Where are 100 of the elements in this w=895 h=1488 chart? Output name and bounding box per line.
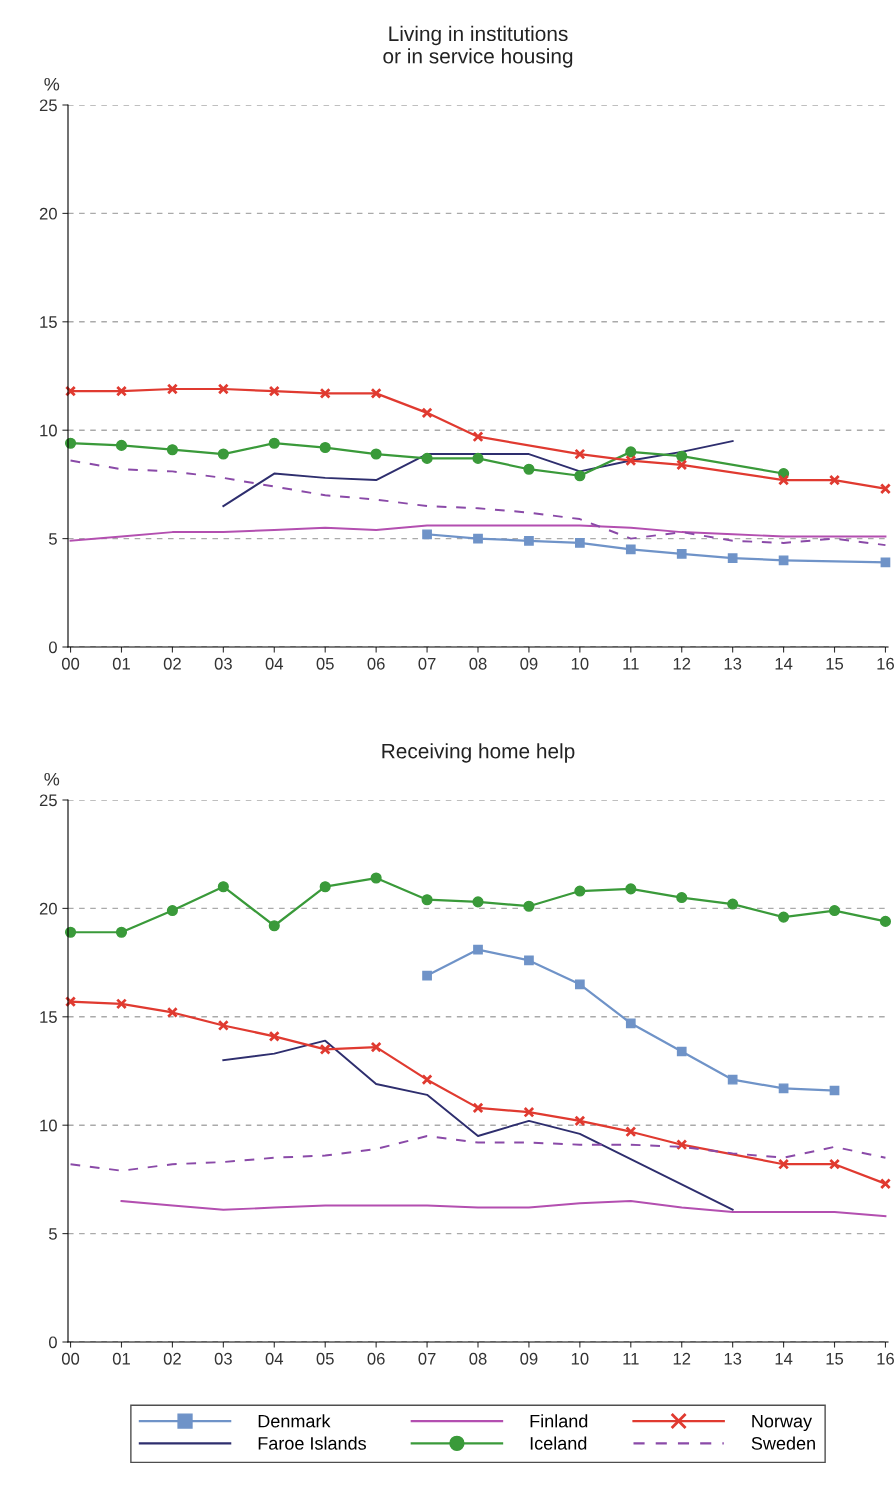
point (778, 555, 789, 566)
point (319, 881, 331, 893)
line-series (222, 1039, 734, 1211)
y-tick-label: 25 (39, 794, 57, 807)
x-tick-label: 08 (469, 1352, 487, 1365)
x-tick-label: 04 (265, 1352, 284, 1365)
point (676, 1139, 688, 1151)
point (472, 896, 484, 908)
point (166, 444, 178, 456)
point (523, 463, 535, 475)
point (524, 955, 534, 966)
line-series (69, 459, 887, 547)
chart-title: Living in institutions or in service housing (383, 25, 573, 68)
x-tick-label: 06 (367, 657, 385, 670)
point (676, 459, 688, 471)
x-tick-label: 07 (418, 657, 436, 670)
x-tick-label: 06 (367, 1352, 385, 1365)
point (472, 431, 484, 443)
x-tick-label: 16 (877, 657, 894, 670)
point (523, 1106, 535, 1118)
x-tick-label: 15 (826, 1353, 844, 1365)
point (778, 1083, 789, 1094)
point (879, 915, 892, 927)
point (64, 385, 77, 397)
x-tick-label: 13 (724, 657, 742, 670)
point (574, 448, 586, 460)
point (319, 441, 331, 454)
point (879, 483, 892, 495)
point (625, 1126, 637, 1138)
point (676, 892, 688, 904)
x-tick-label: 11 (623, 658, 639, 670)
point (575, 538, 585, 548)
x-tick-label: 05 (316, 1352, 334, 1365)
point (625, 446, 637, 458)
x-tick-label: 03 (214, 1352, 232, 1365)
point (166, 1006, 178, 1019)
point (574, 1115, 586, 1127)
point (370, 872, 382, 884)
point (473, 533, 483, 544)
y-tick-label: 0 (48, 641, 57, 654)
x-tick-label: 10 (571, 657, 589, 670)
y-tick-label: 5 (48, 533, 57, 545)
point (370, 448, 382, 460)
point (625, 454, 637, 467)
point (625, 883, 637, 895)
legend-label: Sweden (751, 1436, 815, 1450)
x-tick-label: 07 (418, 1352, 436, 1365)
chart-title: Receiving home help (382, 743, 575, 763)
point (828, 905, 841, 917)
point (676, 548, 687, 559)
x-tick-label: 04 (265, 657, 284, 670)
point (268, 920, 280, 932)
y-tick-label: 15 (40, 316, 57, 328)
y-tick-label: 15 (40, 1011, 57, 1023)
x-tick-label: 16 (877, 1352, 894, 1365)
x-tick-label: 01 (112, 1352, 130, 1365)
y-axis-title: % (44, 772, 60, 786)
point (828, 474, 841, 486)
x-tick-label: 12 (673, 657, 691, 670)
point (421, 894, 433, 906)
y-tick-label: 20 (39, 902, 57, 915)
point (217, 1019, 229, 1032)
point (268, 437, 280, 449)
point (268, 385, 280, 397)
point (472, 452, 484, 464)
point (778, 1158, 790, 1170)
point (625, 544, 636, 555)
point (166, 383, 178, 395)
y-tick-label: 10 (40, 424, 57, 437)
x-tick-label: 08 (469, 657, 487, 670)
point (217, 448, 229, 460)
x-tick-label: 14 (775, 1353, 793, 1365)
point (421, 407, 433, 419)
legend-label: Iceland (530, 1436, 587, 1450)
x-tick-label: 10 (571, 1352, 589, 1365)
legend-label: Denmark (258, 1414, 331, 1428)
x-tick-label: 02 (163, 657, 181, 670)
x-tick-label: 13 (724, 1352, 742, 1365)
y-tick-label: 5 (48, 1228, 57, 1240)
point (166, 905, 178, 917)
point (473, 944, 483, 955)
point (574, 885, 586, 897)
x-tick-label: 15 (826, 658, 844, 670)
y-tick-label: 10 (40, 1119, 57, 1132)
point (370, 1041, 382, 1053)
point (64, 996, 77, 1008)
y-axis-title: % (44, 77, 60, 91)
point (523, 900, 535, 912)
line-series (69, 1135, 887, 1172)
point (727, 553, 738, 563)
x-tick-label: 03 (214, 657, 232, 670)
x-tick-label: 09 (520, 657, 538, 670)
point (727, 1074, 738, 1085)
point (676, 450, 688, 462)
point (319, 387, 331, 399)
x-tick-label: 14 (775, 658, 793, 670)
x-tick-label: 09 (520, 1352, 538, 1365)
point (115, 998, 128, 1010)
point (625, 1018, 636, 1029)
x-tick-label: 00 (61, 657, 80, 670)
